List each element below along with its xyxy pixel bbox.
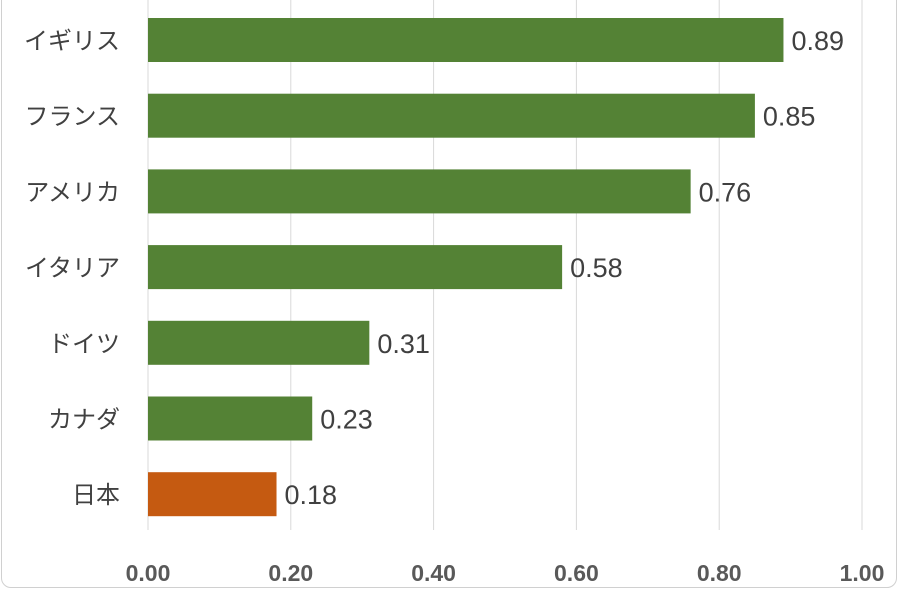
- bar: [148, 245, 563, 290]
- x-tick-label: 0.80: [697, 560, 742, 586]
- data-label: 0.76: [699, 177, 752, 207]
- data-label: 0.89: [791, 26, 844, 56]
- category-label: カナダ: [48, 406, 120, 434]
- data-label: 0.23: [320, 405, 373, 435]
- x-tick-label: 0.00: [126, 560, 171, 586]
- data-label: 0.58: [570, 253, 623, 283]
- data-label: 0.85: [763, 102, 816, 132]
- category-label: イギリス: [24, 27, 120, 55]
- category-label: フランス: [24, 103, 120, 131]
- x-tick-label: 0.40: [411, 560, 456, 586]
- bar: [148, 396, 313, 441]
- bar: [148, 472, 277, 517]
- category-label: 日本: [72, 481, 120, 509]
- category-label: アメリカ: [25, 178, 120, 206]
- data-label: 0.31: [377, 329, 430, 359]
- category-label: ドイツ: [48, 330, 120, 358]
- x-tick-label: 0.20: [268, 560, 313, 586]
- bar: [148, 320, 370, 365]
- data-label: 0.18: [285, 480, 338, 510]
- bar: [148, 18, 784, 62]
- category-label: イタリア: [25, 254, 120, 282]
- bar: [148, 169, 691, 214]
- x-tick-label: 1.00: [840, 560, 885, 586]
- x-tick-label: 0.60: [554, 560, 599, 586]
- bar: [148, 93, 755, 138]
